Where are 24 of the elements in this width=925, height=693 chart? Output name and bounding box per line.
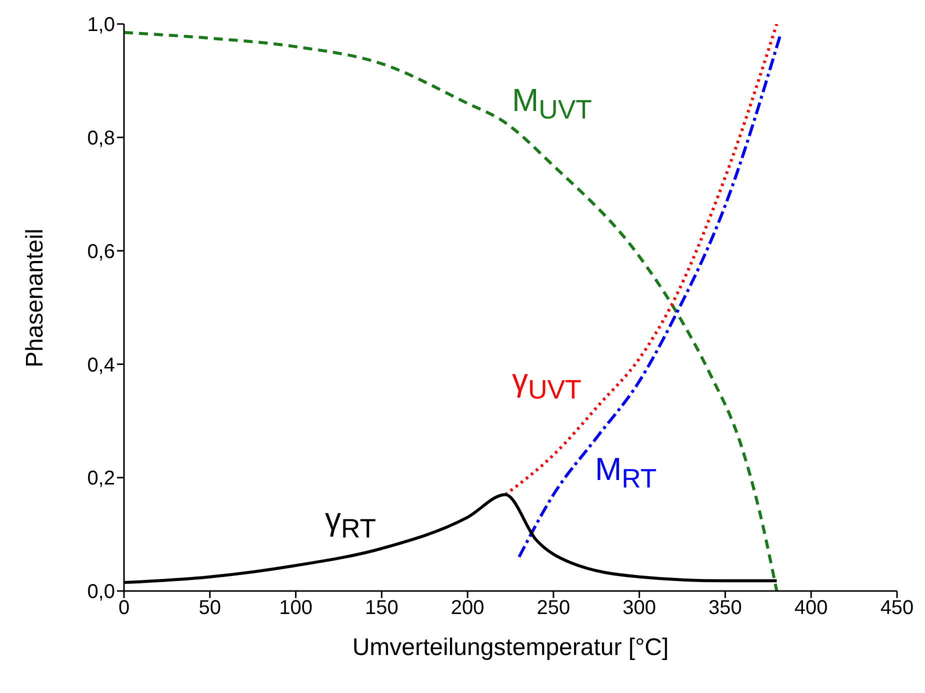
y-tick-label: 0,2 xyxy=(87,468,115,490)
series-label: M$_{RT}$ xyxy=(595,451,657,494)
y-tick-label: 1,0 xyxy=(87,14,115,36)
x-tick-label: 300 xyxy=(622,597,656,620)
x-tick-label: 0 xyxy=(118,597,130,620)
x-tick-label: 250 xyxy=(536,597,570,620)
x-tick-label: 400 xyxy=(794,597,828,620)
x-tick-label: 100 xyxy=(279,597,312,620)
y-tick-label: 0,6 xyxy=(87,240,115,263)
series-label: M$_{UVT}$ xyxy=(512,82,592,124)
y-tick-label: 0,8 xyxy=(87,128,115,150)
series-label: γ$_{UVT}$ xyxy=(512,362,582,404)
x-tick-label: 350 xyxy=(708,597,742,620)
line-series xyxy=(504,24,778,496)
y-tick-label: 0,4 xyxy=(87,354,115,376)
line-series xyxy=(124,31,778,591)
x-tick-label: 200 xyxy=(450,597,484,620)
y-tick-label: 0,0 xyxy=(87,581,115,604)
x-tick-label: 50 xyxy=(198,597,222,620)
x-tick-label: 450 xyxy=(880,597,914,620)
x-tick-label: 150 xyxy=(364,597,398,620)
x-axis-title: Umverteilungstemperatur [°C] xyxy=(352,634,669,661)
series-label: γ$_{RT}$ xyxy=(325,501,376,544)
y-axis-title: Phasenanteil xyxy=(22,228,49,368)
